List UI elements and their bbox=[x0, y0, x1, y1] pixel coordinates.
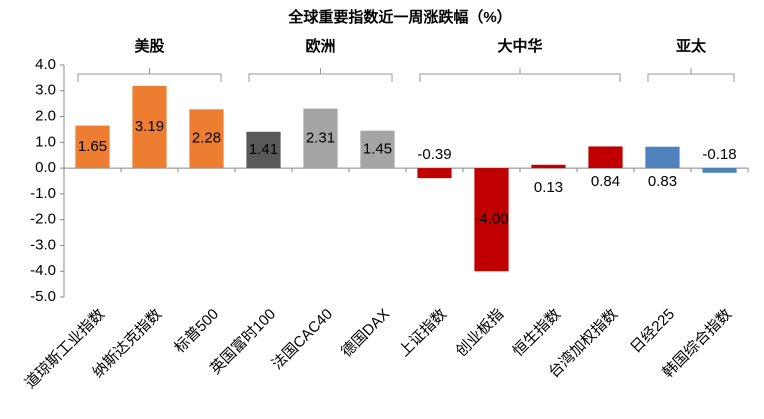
group-label: 亚太 bbox=[676, 37, 707, 55]
x-tick-label: 法国CAC40 bbox=[269, 306, 336, 373]
x-tick-label: 日经225 bbox=[627, 306, 678, 357]
group-bracket bbox=[77, 68, 222, 82]
bar bbox=[702, 168, 737, 173]
group-bracket bbox=[647, 68, 735, 82]
bar bbox=[474, 168, 509, 272]
value-label: 1.45 bbox=[363, 140, 392, 157]
x-tick-label: 德国DAX bbox=[337, 305, 393, 361]
y-tick-label: -2.0 bbox=[30, 211, 56, 228]
value-label: 1.41 bbox=[249, 141, 278, 158]
x-tick-label: 创业板指 bbox=[452, 305, 507, 360]
bar bbox=[303, 108, 338, 169]
value-label: 0.13 bbox=[534, 179, 563, 196]
group-label: 欧洲 bbox=[305, 37, 335, 55]
y-tick-label: 1.0 bbox=[35, 133, 56, 150]
group-bracket bbox=[248, 68, 393, 82]
x-tick-label: 道琼斯工业指数 bbox=[22, 306, 108, 392]
bar bbox=[75, 125, 110, 169]
x-tick-label: 恒生指数 bbox=[510, 306, 564, 360]
bar bbox=[531, 164, 566, 169]
group-bracket bbox=[419, 68, 621, 82]
value-label: 1.65 bbox=[78, 138, 107, 155]
bar bbox=[132, 85, 167, 169]
value-label: 2.31 bbox=[306, 129, 335, 146]
y-tick-label: 2.0 bbox=[35, 108, 56, 125]
bar bbox=[588, 146, 623, 169]
value-label: 0.83 bbox=[648, 173, 677, 190]
y-tick-label: 4.0 bbox=[35, 56, 56, 73]
y-tick-label: 3.0 bbox=[35, 82, 56, 99]
bar bbox=[189, 109, 224, 169]
y-tick-label: 0.0 bbox=[35, 159, 56, 176]
bar bbox=[246, 131, 281, 169]
chart-title: 全球重要指数近一周涨跌幅（%） bbox=[287, 8, 511, 26]
value-label: 3.19 bbox=[135, 118, 164, 135]
bar bbox=[417, 168, 452, 179]
y-tick-label: -1.0 bbox=[30, 185, 56, 202]
value-label: -0.18 bbox=[702, 146, 736, 163]
value-label: 2.28 bbox=[192, 130, 221, 147]
x-tick-label: 标普500 bbox=[171, 306, 222, 357]
y-tick-label: -4.0 bbox=[30, 262, 56, 279]
group-label: 美股 bbox=[134, 37, 165, 55]
value-label: -0.39 bbox=[417, 146, 451, 163]
group-label: 大中华 bbox=[497, 37, 542, 55]
value-label: 0.84 bbox=[591, 173, 620, 190]
x-tick-label: 上证指数 bbox=[396, 306, 450, 360]
bar bbox=[645, 146, 680, 169]
y-tick-label: -5.0 bbox=[30, 288, 56, 305]
bar bbox=[360, 130, 395, 169]
value-label: -4.00 bbox=[474, 211, 508, 228]
y-tick-label: -3.0 bbox=[30, 236, 56, 253]
